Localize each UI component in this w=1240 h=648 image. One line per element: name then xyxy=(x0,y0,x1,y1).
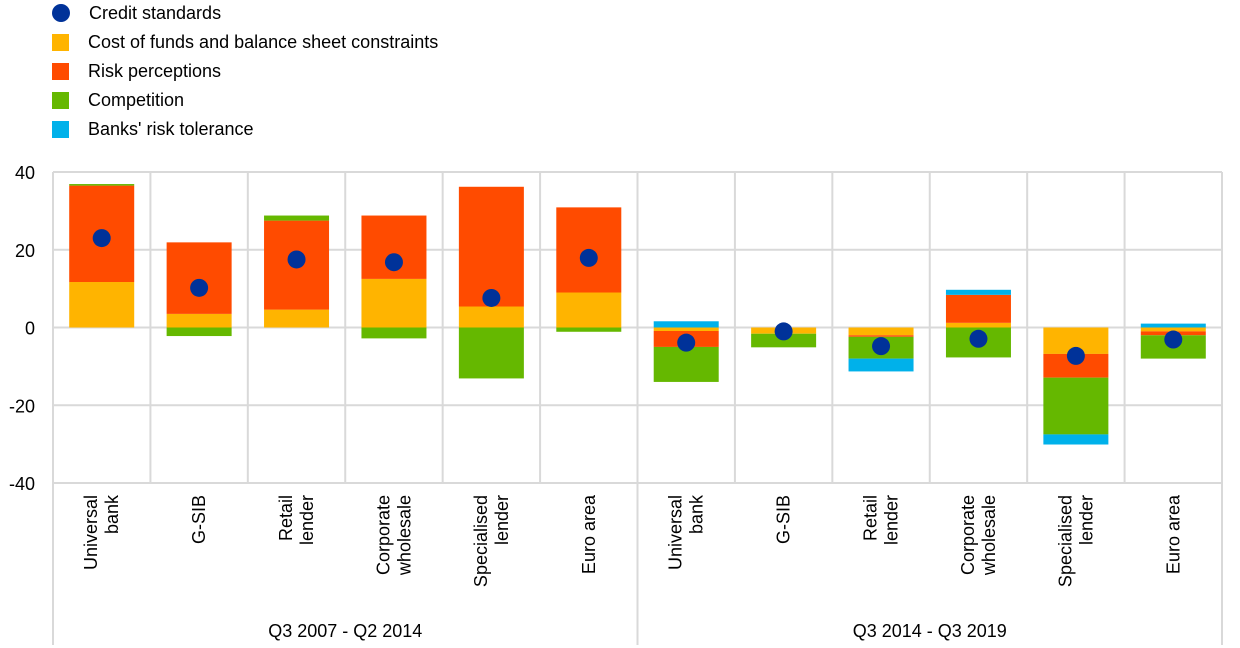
x-category-label: Specialised xyxy=(1055,495,1075,587)
bar-segment-competition xyxy=(1043,377,1109,435)
y-tick-label: 40 xyxy=(15,163,35,183)
credit-standards-dots xyxy=(92,229,1183,365)
credit-standards-dot xyxy=(287,250,306,269)
bar-segment-competition xyxy=(264,215,330,221)
legend-item-competition: Competition xyxy=(52,89,184,111)
credit-standards-dot xyxy=(579,248,598,267)
x-group-label: Q3 2007 - Q2 2014 xyxy=(268,621,422,641)
legend-item-risk-tolerance: Banks' risk tolerance xyxy=(52,118,254,140)
credit-standards-dot xyxy=(1164,330,1183,349)
credit-standards-dot xyxy=(774,322,793,341)
bar-segment-banks-risk-tolerance xyxy=(1043,434,1109,445)
x-category-label: bank xyxy=(687,494,707,534)
x-category-label: Euro area xyxy=(1163,494,1183,574)
bars xyxy=(69,184,1206,445)
x-group-label: Q3 2014 - Q3 2019 xyxy=(853,621,1007,641)
bar-segment-cost-of-funds-and-balance-sheet-constraints xyxy=(69,282,135,328)
bar-segment-competition xyxy=(361,327,427,339)
legend-dot-icon xyxy=(52,4,70,22)
legend-label: Banks' risk tolerance xyxy=(88,118,254,139)
bar-segment-cost-of-funds-and-balance-sheet-constraints xyxy=(166,313,232,328)
bar-segment-cost-of-funds-and-balance-sheet-constraints xyxy=(1140,327,1206,332)
bar-segment-banks-risk-tolerance xyxy=(848,358,914,372)
x-category-label: Universal xyxy=(81,495,101,570)
legend-label: Risk perceptions xyxy=(88,60,222,81)
y-tick-label: 0 xyxy=(25,319,35,339)
credit-standards-dot xyxy=(190,278,209,297)
bar-segment-competition xyxy=(556,327,622,332)
bar-segment-competition xyxy=(653,346,719,382)
x-category-label: lender xyxy=(1076,495,1096,545)
legend-square-icon xyxy=(52,120,69,138)
bar-segment-risk-perceptions xyxy=(458,186,524,307)
legend-square-icon xyxy=(52,91,69,109)
legend-item-risk-perceptions: Risk perceptions xyxy=(52,60,221,82)
bar-segment-risk-perceptions xyxy=(945,294,1011,323)
x-category-label: bank xyxy=(102,494,122,534)
x-category-label: Universal xyxy=(666,495,686,570)
bar-segment-risk-perceptions xyxy=(1043,353,1109,378)
legend-square-icon xyxy=(52,33,69,51)
x-category-label: Specialised xyxy=(471,495,491,587)
legend-square-icon xyxy=(52,62,69,80)
bar-segment-competition xyxy=(166,327,232,337)
bar-segment-banks-risk-tolerance xyxy=(653,321,719,328)
x-category-label: Corporate xyxy=(958,495,978,575)
bar-segment-risk-perceptions xyxy=(848,335,914,337)
legend-item-credit-standards: Credit standards xyxy=(52,2,221,24)
bar-segment-competition xyxy=(458,327,524,379)
credit-standards-dot xyxy=(482,288,501,307)
credit-standards-dot xyxy=(92,229,111,248)
credit-standards-dot xyxy=(872,337,891,356)
bar-segment-cost-of-funds-and-balance-sheet-constraints xyxy=(458,306,524,328)
bar-segment-cost-of-funds-and-balance-sheet-constraints xyxy=(653,327,719,331)
x-category-label: Euro area xyxy=(579,494,599,574)
bar-segment-cost-of-funds-and-balance-sheet-constraints xyxy=(361,278,427,328)
x-category-label: wholesale xyxy=(979,495,999,576)
bar-segment-cost-of-funds-and-balance-sheet-constraints xyxy=(945,322,1011,328)
bar-segment-banks-risk-tolerance xyxy=(945,289,1011,295)
y-tick-label: 20 xyxy=(15,241,35,261)
bar-segment-competition xyxy=(751,333,817,348)
x-category-label: lender xyxy=(882,495,902,545)
legend-label: Cost of funds and balance sheet constrai… xyxy=(88,31,439,52)
x-category-label: G-SIB xyxy=(189,495,209,544)
credit-standards-dot xyxy=(677,333,696,352)
y-tick-label: -40 xyxy=(9,474,35,494)
bar-segment-risk-perceptions xyxy=(166,242,232,314)
bar-segment-cost-of-funds-and-balance-sheet-constraints xyxy=(556,292,622,328)
bar-segment-competition xyxy=(69,184,135,186)
credit-standards-dot xyxy=(1066,346,1085,365)
grid-lines xyxy=(52,171,1223,645)
x-axis: Universal bank G-SIB Retail lender Corporate w… xyxy=(81,494,1183,641)
y-tick-label: -20 xyxy=(9,396,35,416)
x-category-label: lender xyxy=(297,495,317,545)
x-category-label: wholesale xyxy=(394,495,414,576)
credit-standards-dot xyxy=(384,253,403,272)
legend-label: Credit standards xyxy=(89,2,222,23)
x-category-label: Corporate xyxy=(373,495,393,575)
bar-segment-cost-of-funds-and-balance-sheet-constraints xyxy=(848,327,914,336)
bar-segment-cost-of-funds-and-balance-sheet-constraints xyxy=(264,309,330,328)
x-category-label: Retail xyxy=(861,495,881,541)
y-axis: 40 20 0 -20 -40 xyxy=(9,163,35,494)
legend-label: Competition xyxy=(88,89,185,110)
x-category-label: Retail xyxy=(276,495,296,541)
x-category-label: lender xyxy=(492,495,512,545)
bar-segment-banks-risk-tolerance xyxy=(1140,323,1206,328)
x-category-label: G-SIB xyxy=(774,495,794,544)
legend-item-cost-of-funds: Cost of funds and balance sheet constrai… xyxy=(52,31,438,53)
credit-standards-dot xyxy=(969,329,988,348)
